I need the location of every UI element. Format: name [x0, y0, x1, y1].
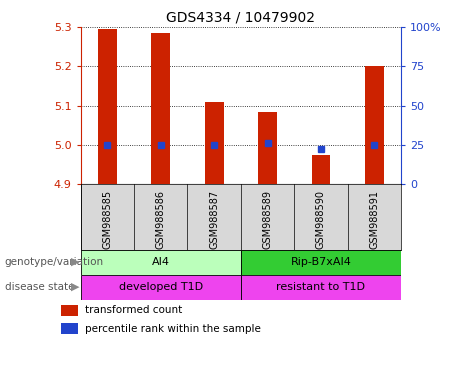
- Text: GSM988590: GSM988590: [316, 190, 326, 248]
- Text: GSM988586: GSM988586: [156, 190, 166, 248]
- Text: resistant to T1D: resistant to T1D: [277, 282, 366, 292]
- FancyBboxPatch shape: [81, 250, 241, 275]
- Bar: [61, 305, 78, 316]
- Text: percentile rank within the sample: percentile rank within the sample: [85, 324, 261, 334]
- Text: GSM988587: GSM988587: [209, 190, 219, 249]
- Bar: [98, 29, 117, 184]
- Bar: [205, 102, 224, 184]
- Text: GSM988589: GSM988589: [263, 190, 272, 248]
- Title: GDS4334 / 10479902: GDS4334 / 10479902: [166, 10, 315, 24]
- FancyBboxPatch shape: [241, 250, 401, 275]
- Bar: [365, 66, 384, 184]
- Text: AI4: AI4: [152, 257, 170, 267]
- Text: GSM988591: GSM988591: [369, 190, 379, 248]
- Text: developed T1D: developed T1D: [119, 282, 203, 292]
- Bar: [258, 111, 277, 184]
- Text: GSM988585: GSM988585: [102, 190, 112, 249]
- Text: transformed count: transformed count: [85, 305, 183, 315]
- FancyBboxPatch shape: [241, 275, 401, 300]
- Bar: [151, 33, 170, 184]
- Text: disease state: disease state: [5, 282, 74, 292]
- FancyBboxPatch shape: [81, 275, 241, 300]
- Text: ▶: ▶: [71, 257, 80, 267]
- Text: ▶: ▶: [71, 282, 80, 292]
- Bar: [312, 155, 331, 184]
- Text: Rip-B7xAI4: Rip-B7xAI4: [290, 257, 351, 267]
- Bar: [61, 323, 78, 334]
- Text: genotype/variation: genotype/variation: [5, 257, 104, 267]
